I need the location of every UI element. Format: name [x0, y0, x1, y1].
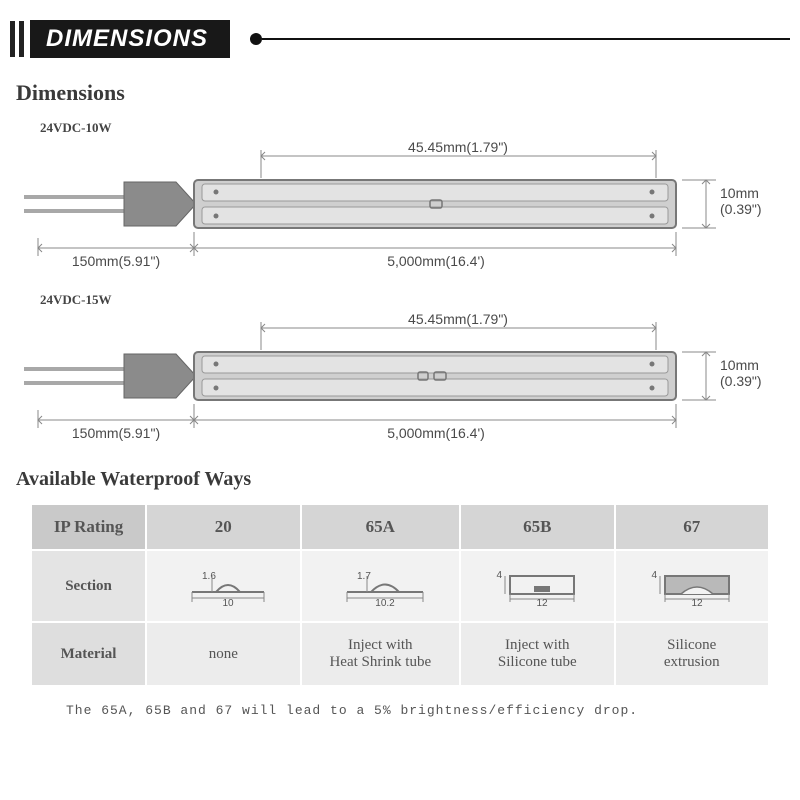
diagram-model-1: 45.45mm(1.79") 10mm (0.39") 150mm(5.91")… [16, 142, 784, 282]
dim-right2-2: (0.39") [720, 373, 762, 389]
row-section-label: Section [31, 550, 146, 622]
section-banner: DIMENSIONS [10, 20, 790, 58]
heading-dimensions: Dimensions [16, 80, 790, 106]
th-iprating: IP Rating [31, 504, 146, 550]
svg-text:12: 12 [537, 598, 549, 606]
cross-65a: 1.7 10.2 [301, 550, 461, 622]
waterproof-table: IP Rating 20 65A 65B 67 Section 1.6 10 1… [30, 503, 770, 687]
heading-waterproof: Available Waterproof Ways [16, 468, 790, 491]
th-67: 67 [615, 504, 770, 550]
mat-65b: Inject with Silicone tube [460, 622, 614, 686]
banner-accent-bars [10, 21, 24, 57]
row-material-label: Material [31, 622, 146, 686]
banner-title: DIMENSIONS [30, 20, 230, 58]
svg-text:10.2: 10.2 [376, 598, 396, 606]
dim-right2-1: (0.39") [720, 201, 762, 217]
dim-bl-1: 150mm(5.91") [72, 253, 160, 269]
th-65a: 65A [301, 504, 461, 550]
dim-br-2: 5,000mm(16.4') [387, 425, 485, 441]
cross-65b: 4 12 [460, 550, 614, 622]
svg-text:4: 4 [497, 570, 503, 581]
dim-br-1: 5,000mm(16.4') [387, 253, 485, 269]
dim-right1-1: 10mm [720, 185, 759, 201]
dim-right1-2: 10mm [720, 357, 759, 373]
svg-text:1.6: 1.6 [202, 571, 216, 582]
banner-rule [262, 38, 790, 40]
svg-text:10: 10 [223, 598, 235, 606]
dim-bl-2: 150mm(5.91") [72, 425, 160, 441]
dim-top-1: 45.45mm(1.79") [408, 142, 508, 155]
banner-dot [250, 33, 262, 45]
svg-text:1.7: 1.7 [357, 571, 371, 582]
dim-top-2: 45.45mm(1.79") [408, 314, 508, 327]
mat-67: Silicone extrusion [615, 622, 770, 686]
cross-20: 1.6 10 [146, 550, 300, 622]
th-20: 20 [146, 504, 300, 550]
svg-text:12: 12 [691, 598, 703, 606]
diagram-model-2: 45.45mm(1.79") 10mm (0.39") 150mm(5.91")… [16, 314, 784, 454]
th-65b: 65B [460, 504, 614, 550]
svg-text:4: 4 [651, 570, 657, 581]
cross-67: 4 12 [615, 550, 770, 622]
mat-20: none [146, 622, 300, 686]
footnote: The 65A, 65B and 67 will lead to a 5% br… [66, 703, 790, 718]
model-label-1: 24VDC-10W [40, 120, 790, 136]
model-label-2: 24VDC-15W [40, 292, 790, 308]
mat-65a: Inject with Heat Shrink tube [301, 622, 461, 686]
